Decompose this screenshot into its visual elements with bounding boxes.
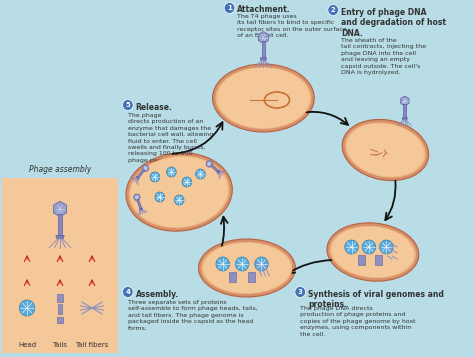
Polygon shape — [136, 176, 139, 180]
FancyBboxPatch shape — [137, 199, 142, 209]
Text: The phage DNA directs
production of phage proteins and
copies of the phage genom: The phage DNA directs production of phag… — [300, 306, 416, 337]
Text: 2: 2 — [331, 7, 336, 13]
FancyBboxPatch shape — [2, 178, 118, 353]
Circle shape — [216, 257, 229, 271]
Polygon shape — [134, 194, 140, 201]
Text: Tails: Tails — [53, 342, 67, 348]
Ellipse shape — [199, 239, 295, 297]
Ellipse shape — [332, 227, 414, 277]
Text: Release.: Release. — [136, 103, 173, 112]
Text: 5: 5 — [126, 102, 130, 108]
Ellipse shape — [347, 124, 424, 176]
Ellipse shape — [345, 122, 426, 177]
Ellipse shape — [330, 226, 416, 278]
Ellipse shape — [129, 156, 229, 228]
Polygon shape — [139, 208, 143, 211]
Bar — [57, 317, 64, 323]
Ellipse shape — [216, 67, 311, 129]
Circle shape — [19, 300, 35, 316]
Bar — [57, 294, 64, 302]
Text: Assembly.: Assembly. — [136, 290, 179, 299]
Circle shape — [362, 240, 376, 254]
Bar — [229, 272, 236, 282]
Circle shape — [150, 172, 160, 182]
FancyBboxPatch shape — [262, 41, 265, 58]
Circle shape — [122, 287, 133, 297]
Ellipse shape — [342, 120, 428, 181]
Bar — [358, 255, 365, 265]
Ellipse shape — [131, 157, 228, 227]
Text: 1: 1 — [227, 5, 232, 11]
Bar — [375, 255, 382, 265]
Text: Tail fibers: Tail fibers — [75, 342, 109, 348]
Ellipse shape — [201, 242, 292, 294]
Ellipse shape — [327, 223, 419, 281]
Polygon shape — [142, 165, 149, 171]
Bar — [58, 304, 63, 314]
Text: 4: 4 — [125, 289, 130, 295]
Text: Entry of phage DNA
and degradation of host
DNA.: Entry of phage DNA and degradation of ho… — [341, 8, 446, 38]
Text: The phage
directs production of an
enzyme that damages the
bacterial cell wall, : The phage directs production of an enzym… — [128, 113, 213, 163]
Text: Phage assembly: Phage assembly — [29, 165, 91, 174]
Polygon shape — [54, 201, 66, 217]
Polygon shape — [206, 160, 212, 167]
FancyBboxPatch shape — [403, 104, 406, 118]
Polygon shape — [258, 31, 268, 44]
Circle shape — [295, 287, 306, 297]
Circle shape — [380, 240, 393, 254]
Circle shape — [328, 5, 338, 15]
Text: 3: 3 — [298, 289, 302, 295]
Polygon shape — [217, 170, 220, 174]
FancyBboxPatch shape — [58, 213, 62, 235]
Polygon shape — [401, 96, 409, 106]
Circle shape — [166, 167, 176, 177]
Polygon shape — [402, 118, 408, 120]
Text: The T4 phage uses
its tail fibers to bind to specific
receptor sites on the oute: The T4 phage uses its tail fibers to bin… — [237, 14, 347, 38]
Circle shape — [224, 2, 235, 14]
Circle shape — [255, 257, 268, 271]
Circle shape — [122, 100, 133, 111]
Ellipse shape — [203, 243, 291, 293]
Bar — [248, 272, 255, 282]
Circle shape — [345, 240, 358, 254]
Text: Synthesis of viral genomes and
proteins.: Synthesis of viral genomes and proteins. — [308, 290, 444, 310]
Polygon shape — [56, 235, 64, 239]
Text: Head: Head — [18, 342, 36, 348]
Circle shape — [155, 192, 164, 202]
Ellipse shape — [212, 64, 314, 132]
Text: Attachment.: Attachment. — [237, 5, 291, 14]
Polygon shape — [260, 58, 267, 60]
Text: Three separate sets of proteins
self-assemble to form phage heads, tails,
and ta: Three separate sets of proteins self-ass… — [128, 300, 257, 331]
Circle shape — [196, 169, 205, 179]
FancyBboxPatch shape — [210, 164, 219, 172]
Text: The sheath of the
tail contracts, injecting the
phage DNA into the cell
and leav: The sheath of the tail contracts, inject… — [341, 38, 426, 75]
Circle shape — [182, 177, 192, 187]
FancyBboxPatch shape — [137, 169, 145, 178]
Ellipse shape — [126, 153, 232, 231]
Circle shape — [174, 195, 184, 205]
Circle shape — [235, 257, 249, 271]
Ellipse shape — [218, 68, 310, 128]
